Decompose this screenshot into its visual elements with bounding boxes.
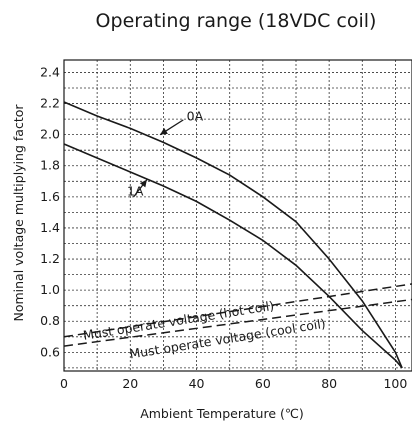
series-line-0 [63, 101, 403, 369]
x-tick-label: 100 [383, 376, 407, 391]
chart-title: Operating range (18VDC coil) [96, 10, 377, 32]
x-tick-label: 60 [255, 376, 271, 391]
annotation-arrows [133, 119, 184, 198]
x-axis-label: Ambient Temperature (℃) [140, 406, 304, 421]
y-tick-label: 1.6 [40, 189, 60, 204]
series-line-3 [63, 298, 412, 347]
series-line-2 [63, 283, 412, 338]
annotation-1a: 1A [127, 183, 144, 198]
series-layer [63, 101, 412, 369]
y-tick-label: 1.2 [40, 251, 60, 266]
arrow-head [139, 179, 147, 188]
x-tick-label: 80 [321, 376, 337, 391]
x-tick-label: 0 [60, 376, 68, 391]
y-tick-label: 2.4 [40, 64, 60, 79]
series-line-1 [63, 143, 403, 369]
y-tick-label: 1.4 [40, 220, 60, 235]
y-tick-labels: 0.6 0.8 1.0 1.2 1.4 1.6 1.8 2.0 2.2 2.4 [40, 64, 60, 359]
x-tick-labels: 0 20 40 60 80 100 [60, 376, 407, 391]
y-axis-label: Nominal voltage multiplying factor [11, 104, 26, 322]
x-tick-label: 40 [189, 376, 205, 391]
y-tick-label: 1.8 [40, 158, 60, 173]
y-tick-label: 0.8 [40, 313, 60, 328]
y-tick-label: 0.6 [40, 344, 60, 359]
y-tick-label: 2.2 [40, 96, 60, 111]
annotation-0a: 0A [187, 109, 204, 124]
arrow-head [160, 127, 168, 135]
y-tick-label: 1.0 [40, 282, 60, 297]
x-tick-label: 20 [122, 376, 138, 391]
plot-frame [63, 59, 412, 372]
y-tick-label: 2.0 [40, 127, 60, 142]
